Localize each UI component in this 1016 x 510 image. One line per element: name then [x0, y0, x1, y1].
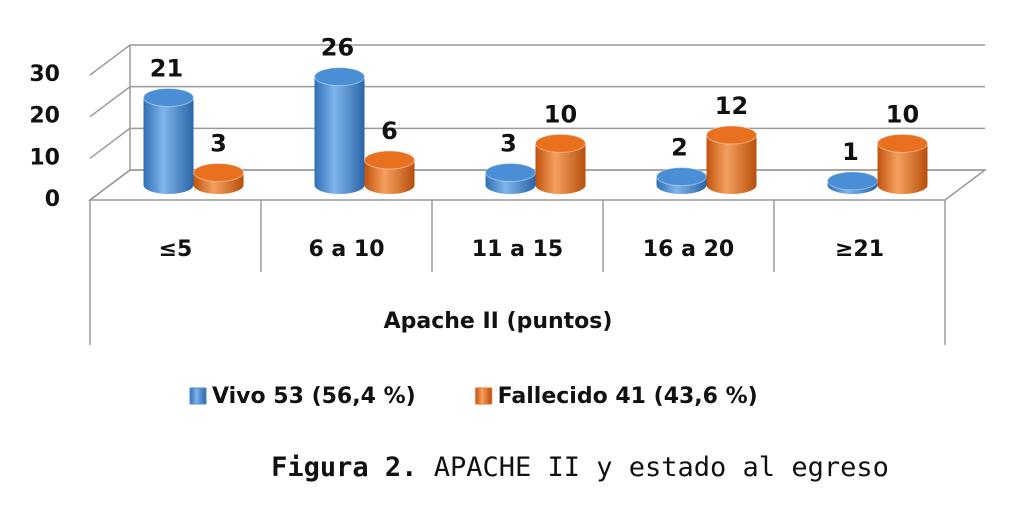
caption-text: APACHE II y estado al egreso — [434, 452, 889, 483]
bar-top — [364, 150, 415, 170]
bar — [656, 167, 707, 194]
bar-top — [827, 171, 878, 191]
bar — [535, 133, 586, 194]
y-tick-label: 20 — [29, 104, 60, 129]
grid-line — [89, 169, 131, 201]
x-tick-label: ≥21 — [835, 237, 884, 262]
bar-top — [877, 133, 928, 153]
bar — [706, 125, 757, 194]
bar — [827, 171, 878, 194]
value-label: 26 — [321, 34, 354, 62]
bar-body — [314, 76, 365, 194]
value-label: 10 — [886, 100, 919, 128]
bar-top — [535, 133, 586, 153]
bar-body — [706, 135, 757, 194]
bar — [364, 150, 415, 194]
legend-swatch — [475, 387, 493, 405]
y-tick-label: 30 — [29, 62, 60, 87]
grid-line — [89, 127, 131, 159]
value-label: 12 — [715, 92, 748, 120]
bar-top — [193, 163, 244, 182]
x-tick-label: 16 a 20 — [643, 237, 734, 262]
bar-top — [314, 67, 365, 87]
value-label: 2 — [671, 134, 688, 162]
bar-body — [143, 97, 194, 194]
grid-line — [89, 86, 131, 118]
legend-label: Vivo 53 (56,4 %) — [212, 384, 416, 409]
x-axis-label: Apache II (puntos) — [384, 309, 613, 334]
value-label: 6 — [381, 117, 398, 145]
bar — [485, 163, 536, 194]
value-label: 21 — [150, 55, 183, 83]
bar-body — [877, 143, 928, 194]
bar — [314, 67, 365, 194]
x-tick-label: ≤5 — [159, 237, 193, 262]
legend-swatch — [189, 387, 207, 405]
y-tick-label: 10 — [29, 145, 60, 170]
legend-label: Fallecido 41 (43,6 %) — [498, 384, 758, 409]
value-label: 3 — [500, 130, 517, 158]
y-tick-label: 0 — [45, 187, 60, 212]
bar-top — [143, 88, 194, 107]
bar — [143, 88, 194, 194]
caption-label: Figura 2. — [271, 452, 417, 483]
bar-body — [535, 143, 586, 194]
caption: Figura 2. APACHE II y estado al egreso — [271, 452, 889, 483]
bar — [877, 133, 928, 194]
value-label: 3 — [210, 130, 227, 158]
bar-top — [485, 163, 536, 182]
bar — [193, 163, 244, 194]
bar-body — [364, 160, 415, 194]
value-label: 10 — [544, 100, 577, 128]
bar-top — [706, 125, 757, 145]
grid-line — [89, 44, 131, 76]
bar-top — [656, 167, 707, 187]
x-tick-label: 11 a 15 — [472, 237, 563, 262]
value-label: 1 — [842, 138, 859, 166]
x-tick-label: 6 a 10 — [308, 237, 384, 262]
